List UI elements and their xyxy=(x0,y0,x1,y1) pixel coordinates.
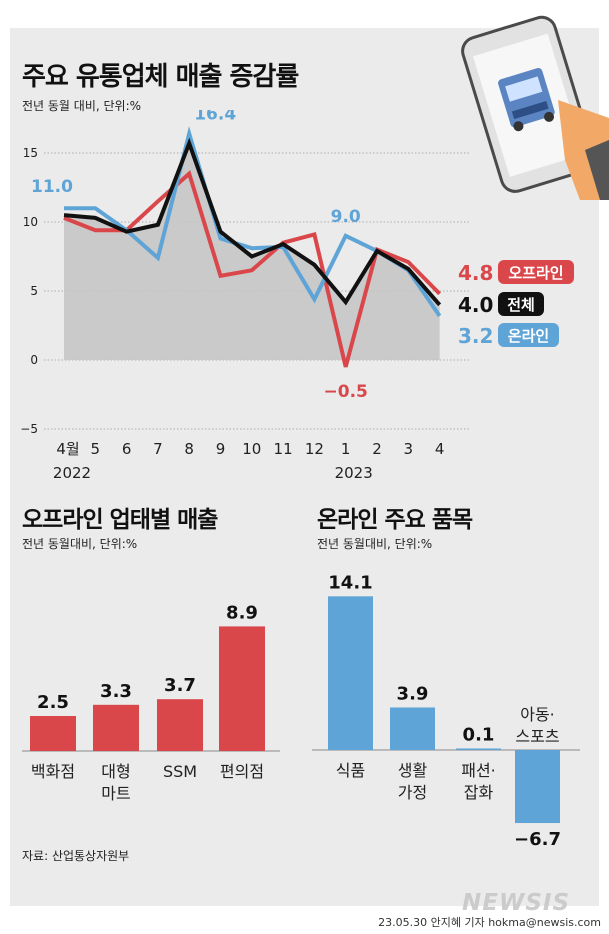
data-label: 16.4 xyxy=(194,110,236,125)
end-label-name: 온라인 xyxy=(508,327,549,345)
x-tick-label: 9 xyxy=(216,440,226,458)
bar-value-label: 3.3 xyxy=(100,681,132,702)
category-label: 편의점 xyxy=(220,762,264,781)
category-label: 식품 xyxy=(336,761,365,780)
main-chart-subtitle: 전년 동월 대비, 단위:% xyxy=(22,99,142,113)
x-tick-label: 6 xyxy=(122,440,132,458)
x-tick-label: 4월 xyxy=(56,440,79,458)
year-label: 2023 xyxy=(335,464,373,482)
bar-value-label: 2.5 xyxy=(37,692,69,713)
byline: 23.05.30 안지혜 기자 hokma@newsis.com xyxy=(378,916,601,929)
watermark-logo: NEWSIS xyxy=(462,890,571,916)
online-chart-subtitle: 전년 동월대비, 단위:% xyxy=(317,537,433,551)
x-tick-label: 8 xyxy=(184,440,194,458)
series-line-전체 xyxy=(63,137,442,307)
bar xyxy=(515,750,560,824)
x-tick-label: 4 xyxy=(435,440,445,458)
bar xyxy=(390,707,435,750)
bar xyxy=(456,748,501,750)
offline-chart-subtitle: 전년 동월대비, 단위:% xyxy=(22,537,138,551)
year-label: 2022 xyxy=(53,464,91,482)
category-label: SSM xyxy=(163,762,197,781)
x-tick-label: 12 xyxy=(305,440,324,458)
x-tick-label: 5 xyxy=(91,440,101,458)
category-label: 패션· xyxy=(461,761,496,780)
offline-chart-title: 오프라인 업태별 매출 xyxy=(22,507,218,533)
y-tick-label: 0 xyxy=(30,353,38,367)
online-chart-title: 온라인 주요 품목 xyxy=(317,507,473,533)
x-tick-label: 3 xyxy=(404,440,414,458)
end-label-badge xyxy=(498,292,544,316)
data-label: −0.5 xyxy=(324,382,368,402)
y-tick-label: −5 xyxy=(20,422,38,436)
data-label: 11.0 xyxy=(31,177,73,197)
category-label: 가정 xyxy=(398,783,427,802)
bar-value-label: 8.9 xyxy=(226,602,258,623)
category-label: 생활 xyxy=(398,761,428,780)
x-tick-label: 10 xyxy=(242,440,261,458)
bar xyxy=(219,626,265,751)
bar xyxy=(328,596,373,750)
main-chart-title: 주요 유통업체 매출 증감률 xyxy=(22,62,299,92)
end-value-label: 3.2 xyxy=(458,324,493,348)
y-tick-label: 15 xyxy=(23,146,38,160)
bar-value-label: 0.1 xyxy=(463,725,495,746)
x-tick-label: 1 xyxy=(341,440,351,458)
x-tick-label: 11 xyxy=(274,440,293,458)
category-label: 잡화 xyxy=(464,783,494,802)
x-tick-label: 7 xyxy=(153,440,163,458)
bar-value-label: 3.9 xyxy=(397,683,429,704)
bar-value-label: 14.1 xyxy=(328,572,372,593)
end-label-name: 전체 xyxy=(507,296,535,314)
end-label-badge xyxy=(498,260,574,284)
total-area xyxy=(64,143,440,360)
category-label: 대형 xyxy=(101,762,130,781)
bar-value-label: 3.7 xyxy=(164,675,196,696)
y-tick-label: 10 xyxy=(23,215,38,229)
end-value-label: 4.0 xyxy=(458,293,493,317)
x-tick-label: 2 xyxy=(372,440,382,458)
bar xyxy=(30,716,76,751)
category-label: 백화점 xyxy=(31,762,75,781)
bar-value-label: −6.7 xyxy=(514,829,561,850)
end-value-label: 4.8 xyxy=(458,261,493,285)
sleeve-icon xyxy=(585,140,609,200)
category-label: 아동· xyxy=(520,705,555,724)
end-label-badge xyxy=(498,323,559,347)
bar xyxy=(157,699,203,751)
y-tick-label: 5 xyxy=(30,284,38,298)
bar xyxy=(93,704,139,751)
category-label: 스포츠 xyxy=(515,727,559,746)
source-note: 자료: 산업통상자원부 xyxy=(22,849,130,863)
category-label: 마트 xyxy=(101,784,130,803)
end-label-name: 오프라인 xyxy=(508,264,563,282)
data-label: 9.0 xyxy=(331,207,361,227)
phone-illustration xyxy=(461,15,609,200)
